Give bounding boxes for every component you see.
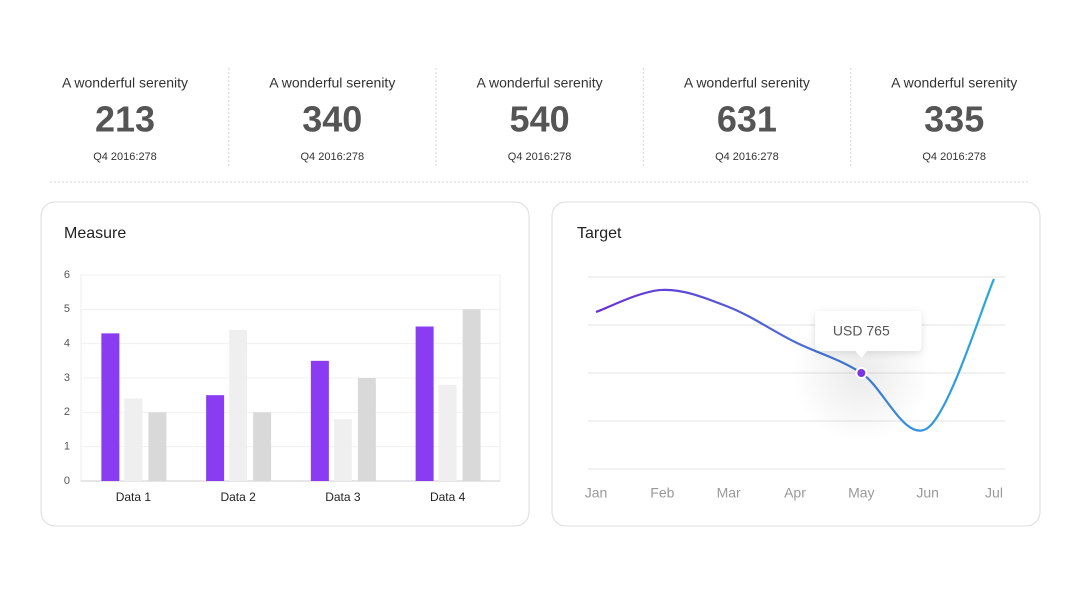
- x-tick-label: Jun: [916, 485, 939, 501]
- stat-value: 335: [924, 99, 984, 140]
- x-tick-label: Data 4: [430, 490, 466, 504]
- stat-label: A wonderful serenity: [477, 75, 603, 91]
- y-tick-label: 3: [64, 372, 70, 384]
- point: [855, 367, 868, 379]
- bar: [206, 395, 225, 481]
- y-tick-label: 0: [64, 475, 70, 487]
- bar: [310, 360, 329, 481]
- bar: [357, 378, 376, 481]
- x-tick-label: Apr: [784, 485, 806, 501]
- x-tick-label: Data 3: [325, 490, 361, 504]
- stat-sub: Q4 2016:278: [508, 151, 572, 163]
- stat-label: A wonderful serenity: [684, 75, 810, 91]
- x-tick-label: Mar: [717, 485, 741, 501]
- x-tick-label: Jan: [585, 485, 608, 501]
- stat-value: 631: [717, 99, 777, 140]
- x-tick-label: Jul: [985, 485, 1003, 501]
- bar: [415, 326, 434, 481]
- stat-value: 213: [95, 99, 155, 140]
- stat-value: 540: [510, 99, 570, 140]
- stat-sub: Q4 2016:278: [715, 151, 779, 163]
- tooltip-label: USD 765: [833, 323, 890, 339]
- bar: [438, 384, 457, 481]
- tooltip: [815, 311, 922, 351]
- y-tick-label: 4: [64, 338, 70, 350]
- y-tick-label: 1: [64, 441, 70, 453]
- bar: [462, 309, 481, 481]
- bar: [101, 333, 120, 481]
- panel-title: Target: [577, 225, 622, 242]
- y-tick-label: 5: [64, 303, 70, 315]
- y-tick-label: 2: [64, 406, 70, 418]
- x-tick-label: Data 1: [116, 490, 152, 504]
- panel-title: Measure: [64, 225, 126, 242]
- stat-label: A wonderful serenity: [891, 75, 1017, 91]
- x-tick-label: Feb: [650, 485, 674, 501]
- stat-label: A wonderful serenity: [62, 75, 188, 91]
- bar: [229, 329, 248, 481]
- stat-label: A wonderful serenity: [269, 75, 395, 91]
- x-tick-label: May: [848, 485, 874, 501]
- bar: [333, 419, 352, 481]
- stat-sub: Q4 2016:278: [922, 151, 986, 163]
- tooltip-arrow: [855, 351, 868, 358]
- stat-sub: Q4 2016:278: [300, 151, 364, 163]
- stat-value: 340: [302, 99, 362, 140]
- bar: [124, 398, 143, 481]
- stat-sub: Q4 2016:278: [93, 151, 157, 163]
- y-tick-label: 6: [64, 269, 70, 281]
- x-tick-label: Data 2: [220, 490, 256, 504]
- bar: [253, 412, 272, 481]
- bar: [148, 412, 167, 481]
